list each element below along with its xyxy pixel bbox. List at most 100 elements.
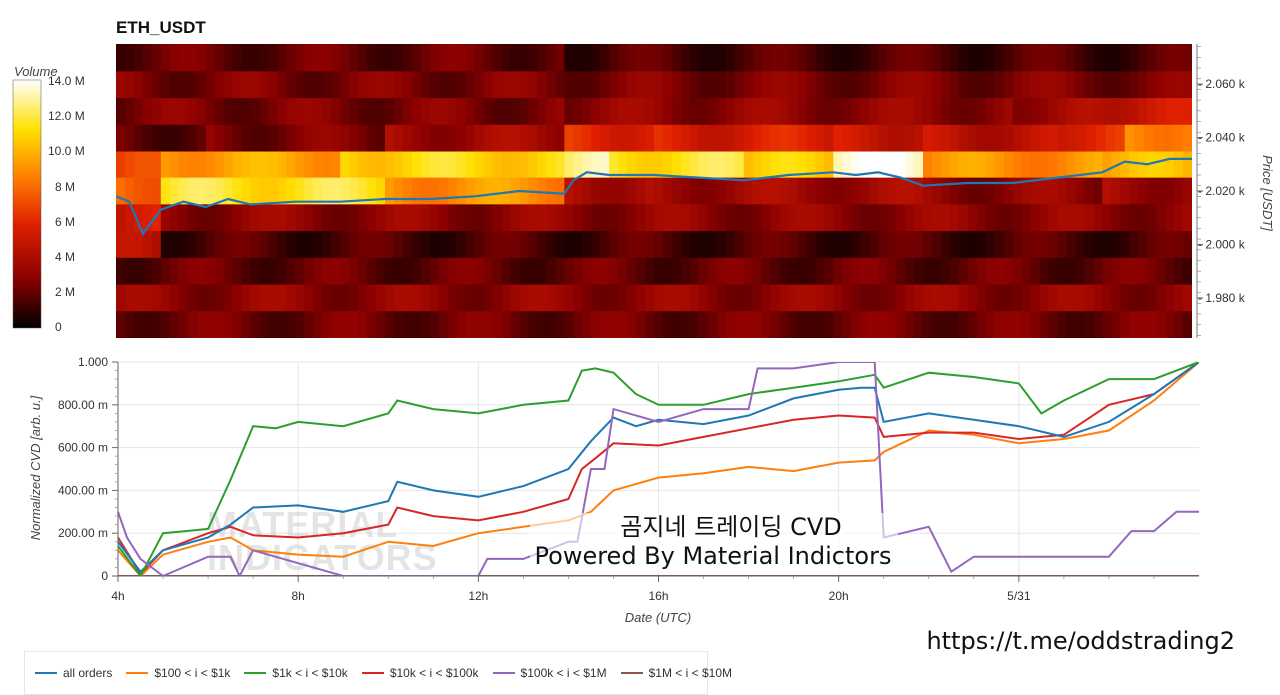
heatmap-cell	[833, 70, 843, 99]
heatmap-cell	[824, 70, 834, 99]
heatmap-cell	[725, 284, 736, 312]
heatmap-cell	[393, 97, 404, 125]
heatmap-cell	[761, 150, 772, 179]
heatmap-cell	[940, 70, 951, 99]
heatmap-cell	[591, 70, 601, 99]
heatmap-cell	[591, 177, 601, 205]
legend-label: $1M < i < $10M	[648, 666, 732, 680]
heatmap-cell	[627, 150, 637, 179]
heatmap-cell	[259, 231, 270, 259]
heatmap-cell	[779, 231, 790, 259]
heatmap-cell	[940, 284, 951, 312]
heatmap-cell	[1021, 204, 1032, 232]
heatmap-cell	[967, 70, 978, 99]
heatmap-cell	[1183, 284, 1192, 312]
heatmap-cell	[1102, 311, 1112, 338]
heatmap-cell	[1093, 231, 1103, 259]
heatmap-cell	[949, 311, 960, 338]
heatmap-cell	[429, 311, 440, 338]
heatmap-cell	[654, 284, 664, 312]
heatmap-cell	[519, 284, 530, 312]
watermark: MATERIAL INDICATORS	[207, 504, 437, 578]
heatmap-cell	[546, 44, 556, 72]
heatmap-cell	[1147, 70, 1157, 99]
heatmap-cell	[1021, 44, 1032, 72]
heatmap-cell	[949, 70, 960, 99]
heatmap-cell	[555, 257, 565, 286]
heatmap-cell	[1156, 177, 1166, 205]
heatmap-cell	[1165, 97, 1175, 125]
heatmap-cell	[385, 150, 395, 179]
heatmap-cell	[994, 204, 1005, 232]
heatmap-cell	[169, 257, 180, 286]
heatmap-cell	[1048, 284, 1059, 312]
heatmap-cell	[241, 44, 252, 72]
heatmap-cell	[985, 44, 996, 72]
heatmap-cell	[393, 204, 404, 232]
legend-item-10k-100k[interactable]: $10k < i < $100k	[361, 666, 479, 680]
heatmap-cell	[779, 257, 790, 286]
heatmap-cell	[456, 257, 467, 286]
legend-item-all-orders[interactable]: all orders	[35, 666, 112, 680]
heatmap-cell	[1075, 231, 1085, 259]
heatmap-cell	[133, 257, 144, 286]
heatmap-cell	[985, 284, 996, 312]
legend-item-100k-1m[interactable]: $100k < i < $1M	[492, 666, 607, 680]
heatmap-cell	[851, 204, 861, 232]
heatmap-cell	[752, 231, 763, 259]
heatmap-cell	[124, 231, 135, 259]
heatmap-cell	[806, 231, 816, 259]
heatmap-cell	[196, 150, 207, 179]
heatmap-cell	[340, 284, 350, 312]
heatmap-cell	[304, 70, 314, 99]
heatmap-cell	[618, 177, 628, 205]
heatmap-cell	[250, 284, 261, 312]
heatmap-cell	[958, 124, 969, 152]
heatmap-cell	[1021, 284, 1032, 312]
heatmap-cell	[1003, 311, 1014, 338]
heatmap-cell	[304, 284, 314, 312]
heatmap-cell	[770, 284, 781, 312]
heatmap-cell	[205, 284, 216, 312]
heatmap-cell	[914, 257, 924, 286]
heatmap-cell	[636, 177, 646, 205]
heatmap-cell	[671, 257, 682, 286]
heatmap-cell	[456, 177, 467, 205]
heatmap-cell	[618, 284, 628, 312]
heatmap-cell	[322, 177, 332, 205]
heatmap-cell	[223, 44, 234, 72]
heatmap-cell	[331, 231, 341, 259]
heatmap-cell	[277, 177, 287, 205]
heatmap-cell	[322, 150, 332, 179]
heatmap-cell	[958, 150, 969, 179]
heatmap-cell	[923, 204, 933, 232]
heatmap-cell	[887, 311, 897, 338]
heatmap-cell	[976, 97, 987, 125]
heatmap-cell	[474, 311, 485, 338]
heatmap-cell	[994, 97, 1005, 125]
heatmap-cell	[295, 284, 305, 312]
heatmap-cell	[707, 44, 718, 72]
heatmap-cell	[734, 70, 745, 99]
heatmap-cell	[1030, 70, 1041, 99]
heatmap-cell	[662, 124, 673, 152]
legend-item-100-1k[interactable]: $100 < i < $1k	[126, 666, 230, 680]
legend-item-1m-10m[interactable]: $1M < i < $10M	[620, 666, 732, 680]
heatmap-cell	[896, 97, 906, 125]
legend-item-1k-10k[interactable]: $1k < i < $10k	[244, 666, 348, 680]
heatmap-cell	[304, 257, 314, 286]
cvd-x-axis-label: Date (UTC)	[625, 610, 691, 625]
heatmap-cell	[277, 231, 287, 259]
heatmap-cell	[573, 124, 583, 152]
heatmap-cell	[896, 257, 906, 286]
heatmap-cell	[546, 97, 556, 125]
telegram-link[interactable]: https://t.me/oddstrading2	[926, 627, 1235, 655]
heatmap-cell	[994, 44, 1005, 72]
heatmap-cell	[349, 44, 359, 72]
heatmap-cell	[923, 231, 933, 259]
heatmap-cell	[465, 150, 476, 179]
heatmap-cell	[116, 70, 126, 99]
heatmap-cell	[304, 97, 314, 125]
heatmap-cell	[976, 231, 987, 259]
heatmap-cell	[124, 44, 135, 72]
